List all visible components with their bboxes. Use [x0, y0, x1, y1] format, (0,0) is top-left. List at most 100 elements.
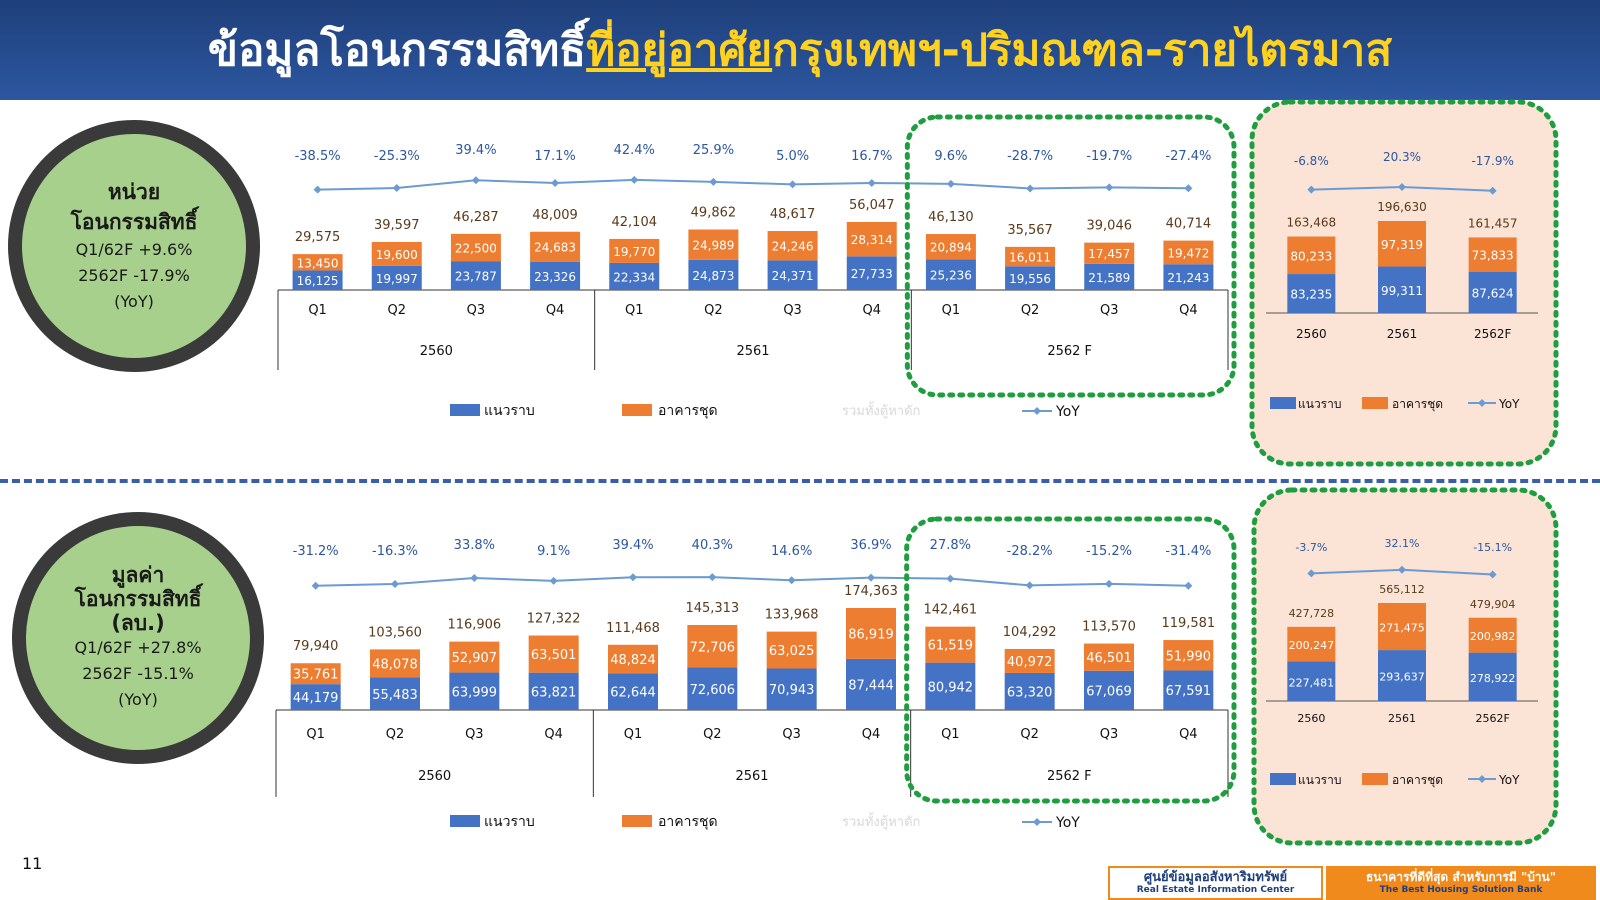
- data-label-total: 40,714: [1166, 217, 1212, 232]
- yoy-point: [630, 175, 639, 184]
- data-label-condo: 72,706: [690, 640, 736, 655]
- yoy-point: [470, 573, 479, 582]
- data-label-total: 39,597: [374, 218, 420, 233]
- data-label-condo: 24,989: [692, 239, 734, 253]
- data-label-landed: 55,483: [372, 688, 418, 703]
- legend-swatch-landed: [450, 815, 480, 827]
- yoy-label: 36.9%: [850, 538, 891, 553]
- bar-condo: [450, 233, 501, 262]
- yoy-label: -28.7%: [1007, 149, 1053, 164]
- annual-yoy-label: 32.1%: [1385, 537, 1420, 550]
- bar-condo: [1004, 648, 1055, 673]
- forecast-highlight-box: [904, 114, 1237, 398]
- yoy-point: [311, 581, 320, 590]
- data-label-total: 56,047: [849, 198, 895, 213]
- bar-landed: [292, 270, 343, 290]
- annual-label-landed: 99,311: [1381, 284, 1423, 298]
- annual-yoy-label: -3.7%: [1295, 541, 1327, 554]
- annual-tick-label: 2560: [1296, 327, 1327, 341]
- annual-legend-marker-yoy: [1478, 775, 1486, 783]
- data-label-landed: 25,236: [930, 269, 972, 283]
- bar-condo: [292, 254, 343, 271]
- bar-condo: [1163, 640, 1214, 671]
- bar-condo: [1163, 240, 1214, 265]
- data-label-condo: 17,457: [1088, 247, 1130, 261]
- yoy-point: [708, 573, 717, 582]
- value-summary-title-2: โอนกรรมสิทธิ์: [74, 587, 202, 611]
- data-label-total: 111,468: [606, 621, 660, 636]
- bar-condo: [925, 234, 976, 260]
- legend-marker-yoy: [1033, 818, 1041, 826]
- data-label-condo: 52,907: [452, 651, 498, 666]
- tick-label: Q4: [862, 303, 881, 318]
- yoy-point: [471, 176, 480, 185]
- forecast-highlight-box: [904, 516, 1237, 804]
- annual-bar-landed: [1287, 661, 1336, 701]
- annual-label-landed: 227,481: [1289, 676, 1335, 689]
- bar-landed: [290, 684, 341, 710]
- annual-legend-swatch-condo: [1362, 773, 1388, 785]
- legend-marker-yoy: [1033, 407, 1041, 415]
- annual-label-total: 163,468: [1287, 216, 1337, 230]
- data-label-condo: 19,472: [1167, 246, 1209, 260]
- bar-landed: [1084, 670, 1134, 710]
- yoy-point: [391, 579, 399, 588]
- bar-condo: [925, 626, 976, 663]
- bar-condo: [609, 238, 660, 263]
- bar-landed: [370, 677, 420, 710]
- annual-label-landed: 278,922: [1470, 672, 1516, 685]
- data-label-landed: 27,733: [851, 267, 893, 281]
- bar-landed: [1163, 264, 1214, 290]
- bar-condo: [766, 631, 817, 669]
- annual-legend-label-landed: แนวราบ: [1298, 773, 1341, 787]
- data-label-condo: 61,519: [928, 639, 974, 654]
- annual-legend-label-yoy: YoY: [1498, 773, 1520, 787]
- tick-label: Q3: [783, 303, 802, 318]
- data-label-landed: 22,334: [613, 270, 655, 284]
- bar-landed: [766, 668, 817, 710]
- value-summary-q1: Q1/62F +27.8%: [74, 638, 202, 657]
- data-label-total: 39,046: [1087, 219, 1133, 234]
- data-label-total: 145,313: [685, 601, 739, 616]
- bar-condo: [528, 635, 579, 673]
- yoy-point: [709, 177, 718, 186]
- bar-condo: [530, 231, 581, 262]
- tick-label: Q3: [1100, 303, 1119, 318]
- data-label-landed: 23,326: [534, 270, 576, 284]
- annual-legend-marker-yoy: [1478, 399, 1486, 407]
- yoy-label: -28.2%: [1007, 544, 1053, 559]
- yoy-point: [392, 184, 401, 193]
- bar-condo: [687, 624, 738, 668]
- bar-landed: [450, 261, 501, 290]
- yoy-label: -38.5%: [295, 149, 341, 164]
- data-label-condo: 48,824: [610, 653, 656, 668]
- units-summary-title-2: โอนกรรมสิทธิ์: [70, 210, 198, 234]
- tick-label: Q1: [941, 727, 960, 742]
- yoy-label: 9.1%: [537, 544, 570, 559]
- data-label-total: 133,968: [765, 608, 819, 623]
- legend-label-condo: อาคารชุด: [658, 814, 718, 830]
- data-label-condo: 22,500: [455, 241, 497, 255]
- annual-legend-swatch-landed: [1270, 397, 1296, 409]
- annual-yoy-point: [1398, 565, 1406, 574]
- data-label-condo: 63,501: [531, 648, 577, 663]
- reic-name-th: ศูนย์ข้อมูลอสังหาริมทรัพย์: [1143, 870, 1288, 885]
- data-label-condo: 48,078: [372, 657, 418, 672]
- annual-label-landed: 87,624: [1472, 287, 1514, 301]
- yoy-label: 33.8%: [454, 538, 495, 553]
- data-label-landed: 70,943: [769, 683, 815, 698]
- annual-bar-landed: [1378, 266, 1426, 313]
- yoy-label: 39.4%: [612, 538, 653, 553]
- tick-label: Q4: [862, 727, 881, 742]
- data-label-condo: 86,919: [848, 627, 894, 642]
- annual-bar-condo: [1468, 617, 1517, 653]
- data-label-total: 42,104: [612, 215, 658, 230]
- bar-landed: [767, 260, 818, 290]
- bar-condo: [688, 229, 739, 260]
- yoy-label: 39.4%: [455, 143, 496, 158]
- bar-landed: [530, 261, 581, 290]
- annual-bar-landed: [1468, 272, 1517, 313]
- annual-legend-swatch-landed: [1270, 773, 1296, 785]
- legend-swatch-landed: [450, 404, 480, 416]
- yoy-label: 40.3%: [692, 538, 733, 553]
